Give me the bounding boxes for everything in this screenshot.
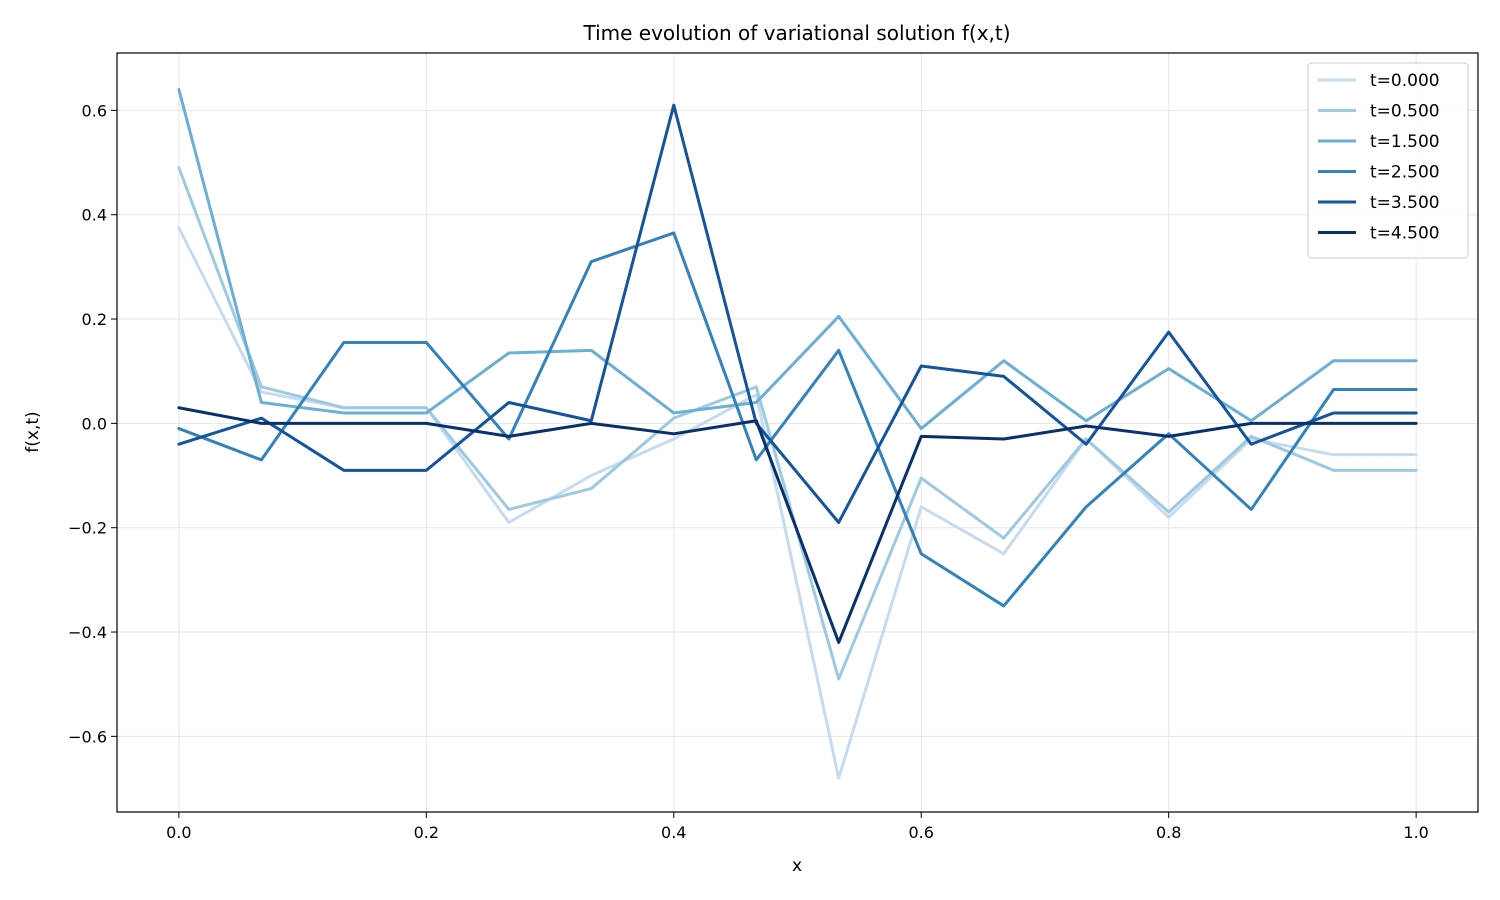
x-axis-label: x — [792, 856, 802, 876]
x-tick-label: 0.2 — [414, 823, 439, 842]
chart-title: Time evolution of variational solution f… — [582, 21, 1010, 45]
legend: t=0.000 t=0.500 t=1.500 t=2.500 t=3.500 t=4.5… — [1307, 62, 1469, 259]
legend-label-5: t=4.500 — [1370, 224, 1440, 244]
ticks: 0.0 0.2 0.4 0.6 0.8 1.0 −0.6 −0.4 −0.2 0.0 0.2 0.4 0… — [68, 101, 1429, 842]
y-tick-label: 0.6 — [82, 101, 107, 120]
legend-label-0: t=0.000 — [1370, 71, 1440, 91]
series-line-4 — [177, 103, 1418, 524]
x-tick-label: 1.0 — [1403, 823, 1428, 842]
y-tick-label: 0.0 — [82, 414, 107, 433]
series-layer — [177, 88, 1418, 780]
series-line-0 — [177, 226, 1418, 780]
y-tick-label: 0.4 — [82, 206, 107, 225]
legend-label-4: t=3.500 — [1370, 193, 1440, 213]
y-tick-label: −0.6 — [68, 727, 107, 746]
y-axis-label: f(x,t) — [23, 411, 43, 452]
legend-label-1: t=0.500 — [1370, 102, 1440, 122]
legend-label-2: t=1.500 — [1370, 132, 1440, 152]
x-tick-label: 0.6 — [909, 823, 934, 842]
legend-label-3: t=2.500 — [1370, 163, 1440, 183]
grid — [117, 53, 1478, 812]
y-tick-label: −0.4 — [68, 623, 107, 642]
series-line-5 — [177, 406, 1418, 644]
series-line-3 — [177, 231, 1418, 608]
x-tick-label: 0.8 — [1156, 823, 1181, 842]
series-line-2 — [177, 88, 1418, 431]
y-tick-label: −0.2 — [68, 519, 107, 538]
x-tick-label: 0.0 — [166, 823, 191, 842]
plot-frame — [116, 52, 1479, 813]
y-tick-label: 0.2 — [82, 310, 107, 329]
x-tick-label: 0.4 — [661, 823, 686, 842]
